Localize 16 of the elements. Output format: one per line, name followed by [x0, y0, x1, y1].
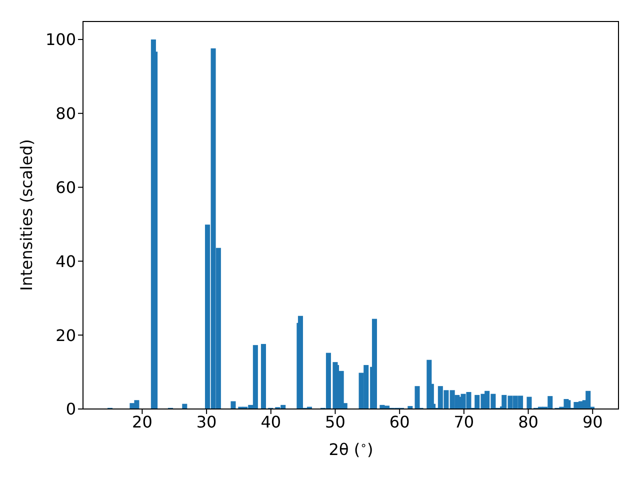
- x-tick-label: 90: [582, 412, 603, 432]
- x-tick-label: 20: [132, 412, 152, 432]
- x-axis-title: 2θ ($^{∘}$): [328, 438, 374, 459]
- x-tick-label: 80: [518, 412, 538, 432]
- y-tick-label: 80: [56, 104, 76, 124]
- y-axis-title: Intensities (scaled): [17, 139, 36, 291]
- x-tick-label: 30: [196, 412, 217, 432]
- x-tick-label: 70: [454, 412, 474, 432]
- y-tick-label: 20: [56, 326, 76, 345]
- x-tick-label: 60: [389, 412, 410, 432]
- x-tick-label: 40: [260, 412, 282, 432]
- y-tick-label: 0: [66, 400, 76, 419]
- x-tick-label: 50: [325, 412, 346, 432]
- y-tick-label: 100: [45, 30, 76, 50]
- y-tick-label: 60: [56, 178, 76, 197]
- y-tick-label: 40: [56, 252, 76, 271]
